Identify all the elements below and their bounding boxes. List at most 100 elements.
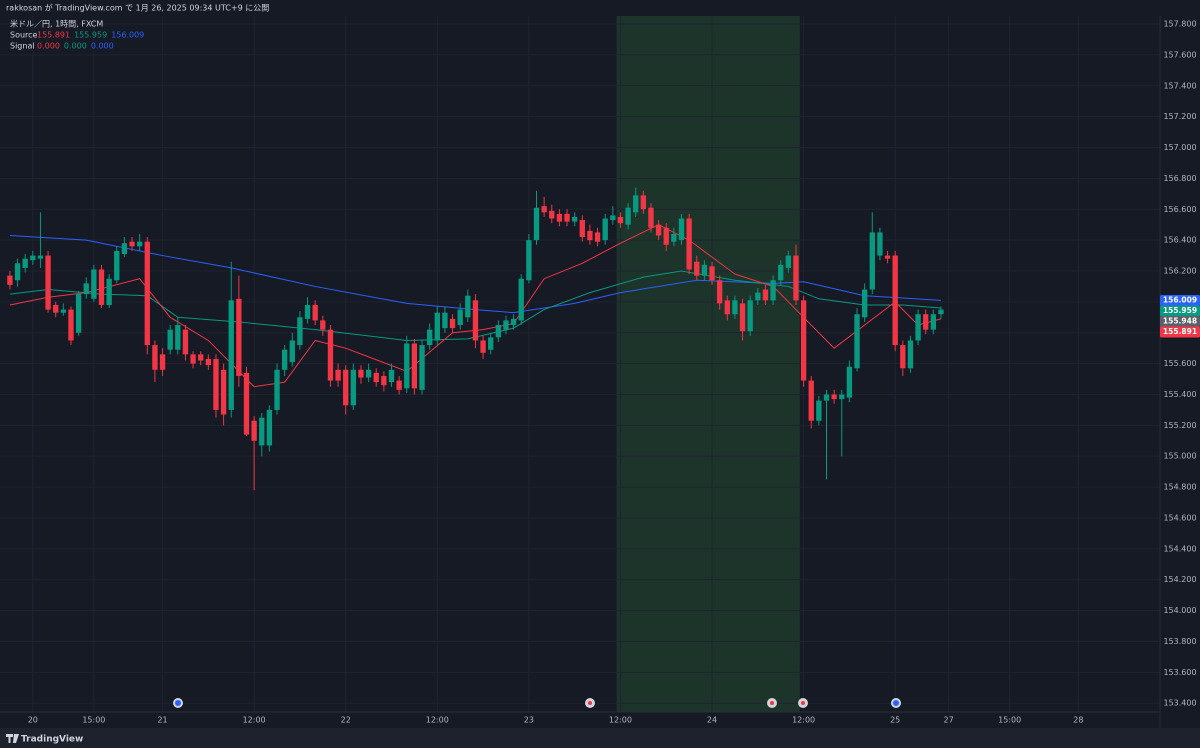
candle-body <box>663 227 669 245</box>
y-tick-label: 156.200 <box>1163 266 1196 275</box>
candle-body <box>549 210 555 219</box>
candle-body <box>793 255 799 301</box>
candle-body <box>648 207 654 228</box>
price-tag-label: 156.009 <box>1163 295 1197 304</box>
x-tick-label: 12:00 <box>243 716 266 725</box>
candle-body <box>281 349 288 370</box>
candle-body <box>671 233 677 242</box>
candle-body <box>533 207 540 241</box>
candle-body <box>800 300 807 381</box>
x-tick-label: 27 <box>944 716 954 725</box>
candle-body <box>892 255 898 346</box>
x-tick-label: 12:00 <box>426 716 449 725</box>
candle-body <box>518 278 524 321</box>
candle-body <box>770 280 776 301</box>
candle-body <box>449 318 456 329</box>
candle-body <box>190 354 196 364</box>
legend-value: 155.959 <box>74 31 107 40</box>
candle-body <box>480 340 486 353</box>
candle-body <box>587 230 593 241</box>
candle-body <box>213 358 219 410</box>
y-tick-label: 156.600 <box>1163 205 1196 214</box>
footer-bar <box>0 728 1200 748</box>
candle-body <box>610 215 616 221</box>
candle-body <box>30 255 36 261</box>
plot-back <box>0 16 1160 712</box>
candle-body <box>526 240 532 281</box>
event-icon <box>175 700 181 706</box>
y-tick-label: 157.000 <box>1163 143 1196 152</box>
price-tag <box>1160 315 1200 327</box>
footer-text: TradingView <box>21 735 83 745</box>
candle-body <box>823 394 830 401</box>
moving-average-line <box>9 270 942 341</box>
candle-body <box>602 218 608 241</box>
candle-body <box>159 354 166 370</box>
candle-body <box>259 417 265 446</box>
y-tick-label: 154.000 <box>1163 606 1196 615</box>
x-tick-label: 25 <box>890 716 900 725</box>
candle-body <box>220 369 227 415</box>
candle-body <box>381 375 387 386</box>
candle-body <box>472 300 479 341</box>
candle-body <box>541 206 547 213</box>
legend-value: 0.000 <box>37 42 60 51</box>
price-tag <box>1160 326 1200 338</box>
candle-body <box>785 255 792 268</box>
plot-marks <box>7 187 944 491</box>
candle-body <box>289 340 295 363</box>
candle-body <box>923 314 929 330</box>
candle-body <box>312 304 318 321</box>
candle-body <box>915 314 921 341</box>
candle-body <box>266 409 273 446</box>
x-tick-label: 12:00 <box>792 716 815 725</box>
candle-body <box>98 269 105 305</box>
candle-body <box>365 369 372 378</box>
candle-body <box>701 264 708 276</box>
candle-body <box>14 263 21 281</box>
y-tick-label: 154.400 <box>1163 544 1196 553</box>
event-icon <box>893 700 899 706</box>
y-tick-label: 156.400 <box>1163 236 1196 245</box>
candle-body <box>404 343 410 389</box>
candle-body <box>655 224 662 236</box>
candle-body <box>297 317 303 346</box>
candle-body <box>571 216 578 222</box>
candle-body <box>83 283 89 295</box>
y-tick-label: 154.600 <box>1163 513 1196 522</box>
candle-body <box>564 213 570 222</box>
candle-body <box>373 372 379 383</box>
candle-body <box>755 292 761 301</box>
event-icon <box>801 701 805 705</box>
legend-value: 155.891 <box>37 31 70 40</box>
x-tick-label: 23 <box>524 716 534 725</box>
candle-body <box>396 380 402 390</box>
event-icon <box>588 701 592 705</box>
candle-body <box>778 264 784 281</box>
price-tag-label: 155.948 <box>1163 316 1197 325</box>
y-tick-label: 157.200 <box>1163 112 1196 121</box>
candle-body <box>198 354 204 361</box>
candle-body <box>839 394 845 400</box>
price-tag-label: 155.891 <box>1163 327 1197 336</box>
candle-body <box>114 250 120 281</box>
y-tick-label: 153.600 <box>1163 668 1196 677</box>
candle-body <box>136 241 143 247</box>
candle-body <box>594 232 601 242</box>
header-text: rakkosan が TradingView.com で 1月 26, 2025… <box>6 3 269 13</box>
y-tick-label: 155.600 <box>1163 359 1196 368</box>
candle-body <box>488 337 494 350</box>
legend-value: 0.000 <box>91 42 114 51</box>
candle-body <box>442 312 448 329</box>
event-icons <box>173 698 901 708</box>
candle-body <box>274 369 280 410</box>
price-tag <box>1160 294 1200 306</box>
candle-body <box>510 318 517 326</box>
candle-body <box>60 309 67 313</box>
candle-body <box>503 320 509 330</box>
candle-body <box>37 255 44 259</box>
candle-body <box>45 255 51 310</box>
candle-body <box>625 207 631 225</box>
candle-body <box>350 369 357 406</box>
